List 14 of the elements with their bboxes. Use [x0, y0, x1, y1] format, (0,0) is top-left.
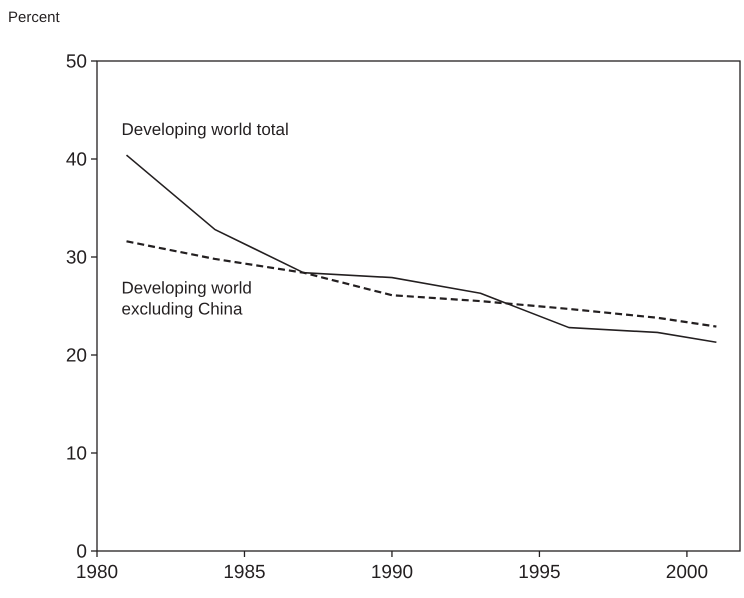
y-axis-title: Percent — [8, 9, 61, 26]
x-tick-label: 1995 — [518, 562, 561, 583]
y-tick-label: 40 — [66, 150, 87, 171]
series-label: Developing world total — [121, 120, 289, 140]
y-tick-label: 10 — [66, 444, 87, 465]
y-tick-label: 0 — [76, 542, 87, 563]
x-tick-label: 2000 — [666, 562, 708, 583]
x-tick-label: 1980 — [76, 562, 118, 583]
y-tick-label: 30 — [66, 248, 87, 269]
x-tick-label: 1985 — [223, 562, 266, 583]
y-tick-label: 20 — [66, 346, 87, 367]
series-label: Developing world excluding China — [121, 278, 252, 318]
x-tick-label: 1990 — [370, 562, 414, 583]
y-tick-label: 50 — [66, 52, 87, 73]
